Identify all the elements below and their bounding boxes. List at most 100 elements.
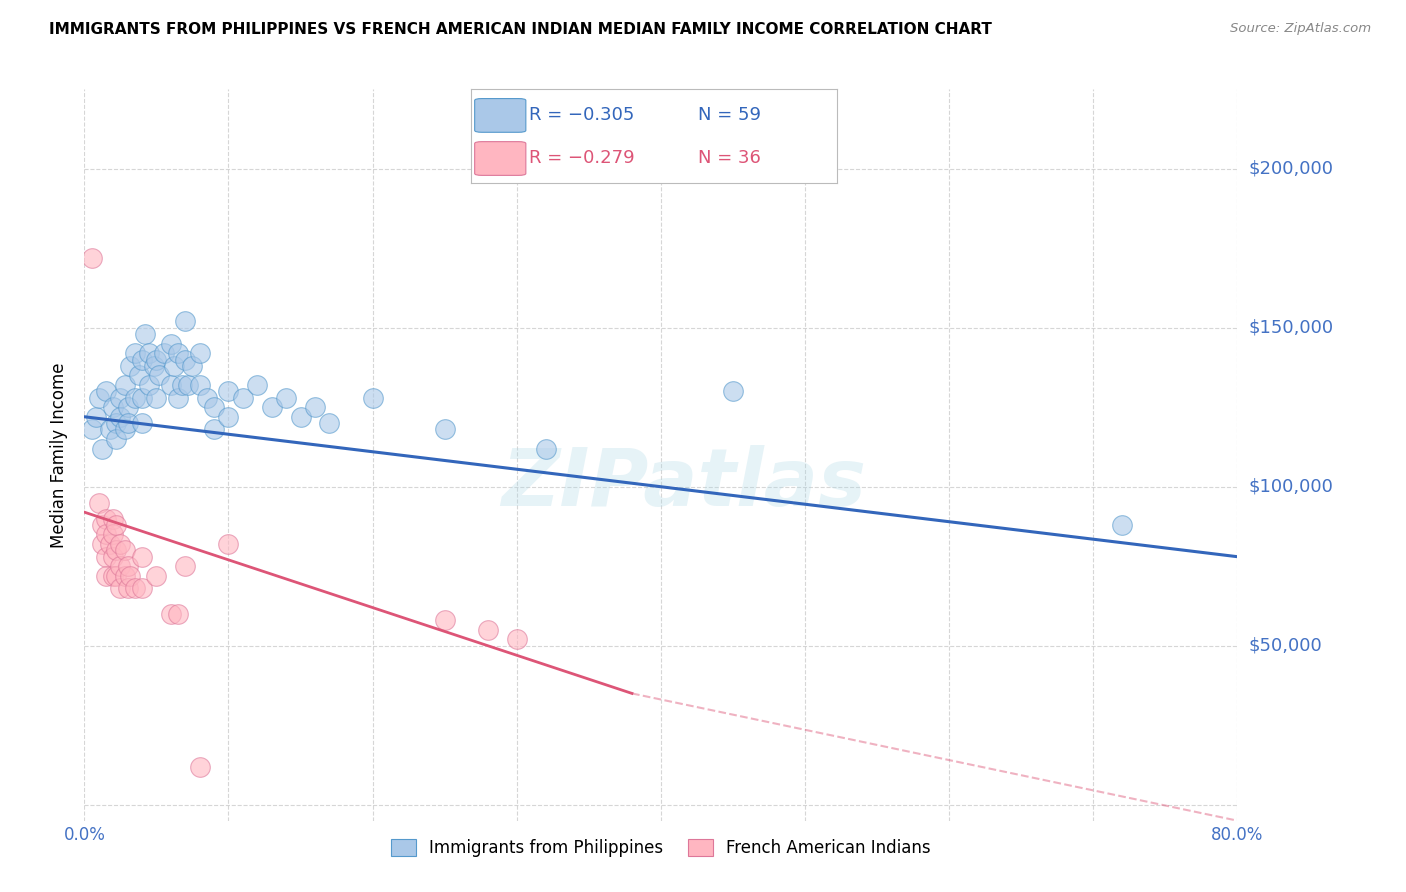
Point — [94, 384, 117, 399]
Point — [124, 582, 146, 596]
Point — [304, 401, 326, 415]
Y-axis label: Median Family Income: Median Family Income — [51, 362, 69, 548]
Point — [202, 401, 225, 415]
Point — [105, 568, 128, 582]
Point — [188, 759, 211, 773]
Point — [174, 314, 197, 328]
Text: $50,000: $50,000 — [1249, 637, 1322, 655]
Point — [145, 568, 167, 582]
Point — [103, 511, 124, 525]
Point — [174, 352, 197, 367]
Point — [218, 384, 240, 399]
Point — [138, 346, 160, 360]
Point — [110, 409, 132, 424]
Point — [167, 391, 190, 405]
Text: IMMIGRANTS FROM PHILIPPINES VS FRENCH AMERICAN INDIAN MEDIAN FAMILY INCOME CORRE: IMMIGRANTS FROM PHILIPPINES VS FRENCH AM… — [49, 22, 993, 37]
Point — [318, 416, 340, 430]
Point — [110, 391, 132, 405]
Text: Source: ZipAtlas.com: Source: ZipAtlas.com — [1230, 22, 1371, 36]
Point — [105, 543, 128, 558]
Point — [361, 391, 384, 405]
Point — [117, 416, 139, 430]
Point — [90, 517, 112, 532]
Point — [290, 409, 312, 424]
Point — [433, 422, 456, 436]
Point — [117, 401, 139, 415]
Point — [131, 391, 153, 405]
Point — [232, 391, 254, 405]
Point — [94, 511, 117, 525]
Point — [114, 378, 136, 392]
Point — [188, 346, 211, 360]
Point — [433, 613, 456, 627]
Point — [138, 378, 160, 392]
Point — [98, 422, 121, 436]
Point — [218, 537, 240, 551]
Point — [90, 537, 112, 551]
Text: $150,000: $150,000 — [1249, 318, 1333, 336]
Point — [160, 336, 183, 351]
Point — [80, 251, 103, 265]
Point — [98, 537, 121, 551]
Point — [131, 352, 153, 367]
Point — [117, 559, 139, 574]
Text: R = −0.279: R = −0.279 — [530, 149, 636, 167]
Point — [87, 495, 110, 509]
Point — [110, 559, 132, 574]
Point — [131, 549, 153, 564]
Point — [160, 378, 183, 392]
Point — [131, 416, 153, 430]
Point — [142, 359, 165, 373]
Point — [218, 409, 240, 424]
Point — [103, 568, 124, 582]
Point — [145, 391, 167, 405]
Point — [1111, 517, 1133, 532]
Point — [160, 607, 183, 621]
Point — [120, 359, 142, 373]
Point — [103, 401, 124, 415]
Point — [195, 391, 218, 405]
Point — [114, 543, 136, 558]
Point — [124, 346, 146, 360]
Text: $200,000: $200,000 — [1249, 160, 1333, 178]
Point — [103, 527, 124, 541]
Point — [181, 359, 204, 373]
Point — [94, 527, 117, 541]
Point — [163, 359, 186, 373]
Point — [721, 384, 744, 399]
Point — [148, 368, 170, 383]
Point — [117, 582, 139, 596]
Text: ZIPatlas: ZIPatlas — [502, 445, 866, 524]
Point — [174, 559, 197, 574]
Point — [506, 632, 529, 647]
Point — [120, 568, 142, 582]
Point — [110, 537, 132, 551]
Point — [177, 378, 200, 392]
Point — [94, 568, 117, 582]
Point — [105, 517, 128, 532]
Point — [260, 401, 283, 415]
Point — [103, 549, 124, 564]
Text: R = −0.305: R = −0.305 — [530, 106, 636, 124]
Text: $100,000: $100,000 — [1249, 478, 1333, 496]
Point — [84, 409, 107, 424]
Point — [110, 582, 132, 596]
Point — [114, 422, 136, 436]
Point — [114, 568, 136, 582]
Point — [167, 607, 190, 621]
Legend: Immigrants from Philippines, French American Indians: Immigrants from Philippines, French Amer… — [384, 832, 938, 863]
Point — [124, 391, 146, 405]
Point — [105, 416, 128, 430]
Point — [145, 352, 167, 367]
Point — [152, 346, 174, 360]
Point — [534, 442, 557, 456]
Point — [172, 378, 194, 392]
Point — [276, 391, 298, 405]
FancyBboxPatch shape — [475, 98, 526, 132]
Point — [131, 582, 153, 596]
Point — [246, 378, 269, 392]
Point — [128, 368, 150, 383]
Point — [90, 442, 112, 456]
Point — [80, 422, 103, 436]
Point — [87, 391, 110, 405]
